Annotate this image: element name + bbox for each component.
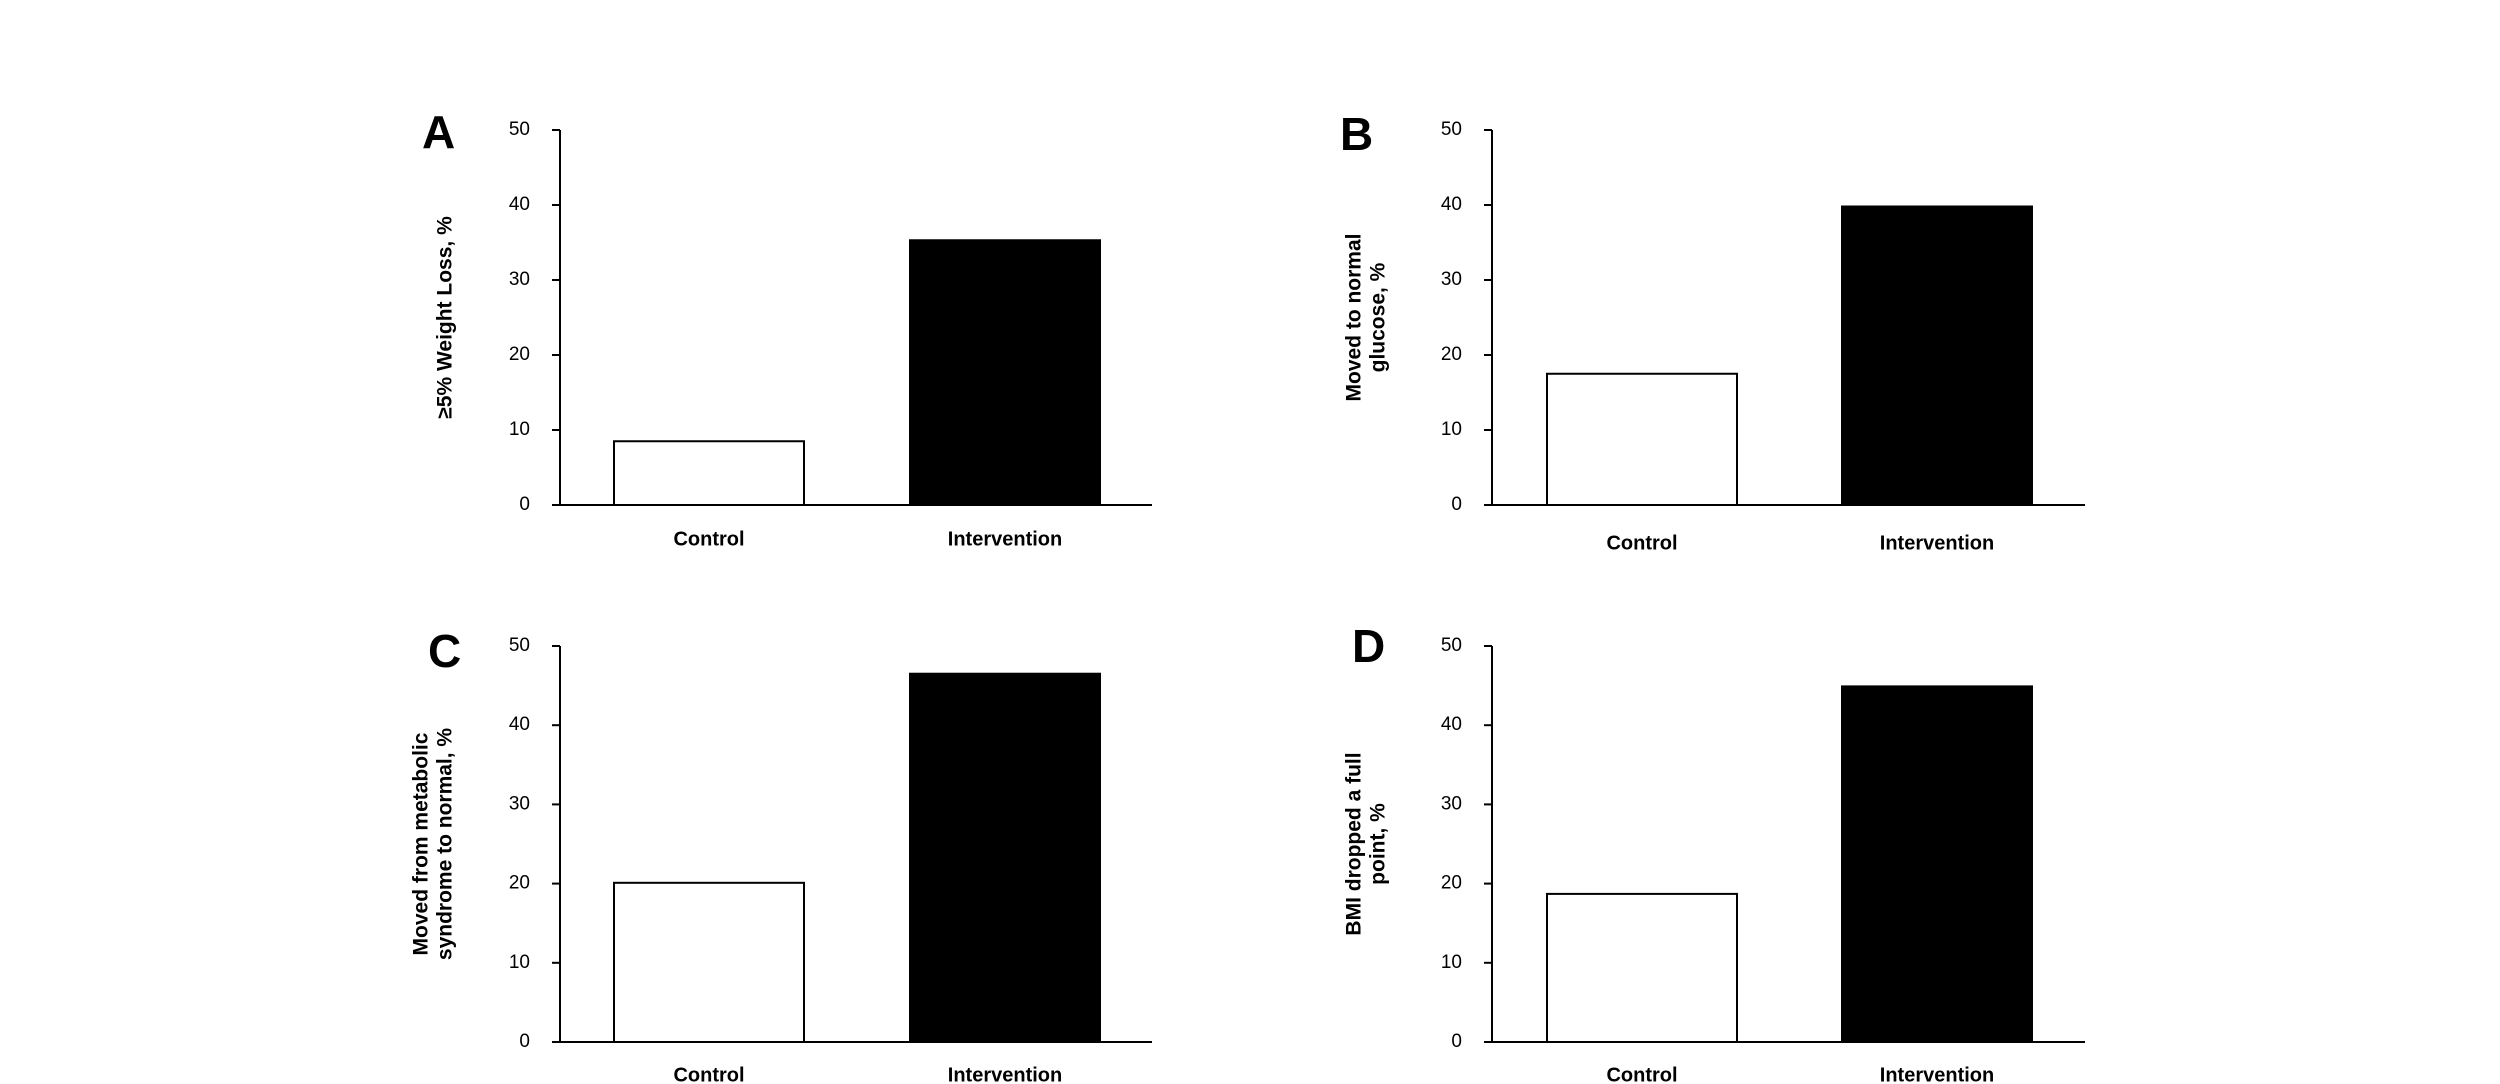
panel-d-category-label: Control <box>1606 1064 1677 1084</box>
panel-a-y-tick-label: 50 <box>509 119 530 140</box>
panel-a-y-tick-label: 10 <box>509 419 530 440</box>
panel-b-y-tick-label: 20 <box>1441 344 1462 365</box>
panel-b-y-tick-label: 30 <box>1441 269 1462 290</box>
panel-c-y-tick-label: 0 <box>519 1031 530 1052</box>
panel-c-y-axis-title: syndrome to normal, % <box>434 728 457 961</box>
panel-c-y-tick-label: 50 <box>509 635 530 656</box>
panel-d-y-tick-label: 10 <box>1441 952 1462 973</box>
panel-b-y-axis-title: glucose, % <box>1367 262 1390 372</box>
panel-d-y-tick-label: 20 <box>1441 873 1462 894</box>
panel-a-y-tick-label: 0 <box>519 494 530 515</box>
panel-d-category-label: Intervention <box>1880 1064 1994 1084</box>
panel-a-category-label: Control <box>673 528 744 550</box>
panel-c-y-tick-label: 10 <box>509 952 530 973</box>
panel-d-y-tick-label: 0 <box>1451 1031 1462 1052</box>
panel-b-y-tick-label: 0 <box>1451 494 1462 515</box>
panel-b-letter: B <box>1340 108 1373 160</box>
panel-d-bar-control <box>1546 892 1738 1043</box>
panel-c-y-tick-label: 20 <box>509 873 530 894</box>
panel-b-y-tick-label: 40 <box>1441 194 1462 215</box>
panel-a-category-label: Intervention <box>948 528 1062 550</box>
panel-c-y-axis-title: Moved from metabolic <box>410 732 433 955</box>
panel-a-letter: A <box>422 106 455 158</box>
panel-a-y-tick-label: 20 <box>509 344 530 365</box>
panel-c-y-tick-label: 30 <box>509 793 530 814</box>
panel-b-y-axis-title: Moved to normal <box>1343 233 1366 401</box>
panel-d-y-axis-title: point, % <box>1367 803 1390 885</box>
panel-d-y-tick-label: 50 <box>1441 635 1462 656</box>
panel-b-category-label: Intervention <box>1880 532 1994 554</box>
panel-b-bar-control <box>1546 372 1738 506</box>
panel-b-y-tick-label: 10 <box>1441 419 1462 440</box>
panel-b-y-tick-label: 50 <box>1441 119 1462 140</box>
panel-a-bar-intervention <box>909 239 1101 506</box>
panel-d-y-axis-title: BMI dropped a full <box>1343 752 1366 935</box>
panel-c-y-tick-label: 40 <box>509 714 530 735</box>
panel-a-bar-control <box>613 440 805 506</box>
panel-a-y-tick-label: 40 <box>509 194 530 215</box>
panel-d-y-tick-label: 40 <box>1441 714 1462 735</box>
panel-a-y-axis-title: ≥5% Weight Loss, % <box>434 216 457 419</box>
panel-d-letter: D <box>1352 620 1385 672</box>
panel-b-category-label: Control <box>1606 532 1677 554</box>
panel-c-letter: C <box>428 625 461 677</box>
panel-c-category-label: Intervention <box>948 1064 1062 1084</box>
panel-c-bar-control <box>613 881 805 1043</box>
panel-d-y-tick-label: 30 <box>1441 793 1462 814</box>
panel-a-y-tick-label: 30 <box>509 269 530 290</box>
panel-c-category-label: Control <box>673 1064 744 1084</box>
panel-b-bar-intervention <box>1841 205 2033 506</box>
panel-d-bar-intervention <box>1841 685 2033 1044</box>
panel-c-bar-intervention <box>909 672 1101 1043</box>
